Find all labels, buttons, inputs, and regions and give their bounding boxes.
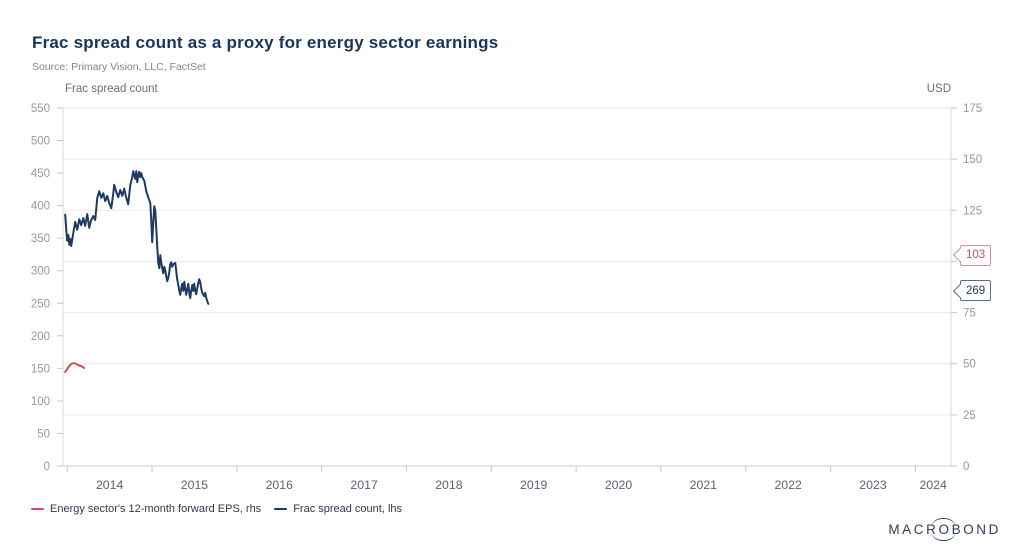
x-axis-tick-label: 2022 — [774, 478, 802, 492]
right-axis-tick-label: 125 — [963, 205, 982, 217]
right-axis-tick-label: 75 — [963, 308, 976, 320]
legend-label: Energy sector's 12-month forward EPS, rh… — [50, 503, 262, 515]
chart-source: Source: Primary Vision, LLC, FactSet — [32, 61, 206, 73]
right-axis-tick-label: 175 — [963, 103, 982, 115]
left-axis-tick-label: 450 — [31, 168, 50, 180]
legend-label: Frac spread count, lhs — [293, 503, 403, 515]
x-axis-tick-label: 2024 — [920, 478, 948, 492]
x-axis-tick-label: 2021 — [690, 478, 718, 492]
left-axis-tick-label: 200 — [31, 331, 50, 343]
legend: Energy sector's 12-month forward EPS, rh… — [31, 503, 415, 515]
chart-title: Frac spread count as a proxy for energy … — [32, 33, 499, 52]
x-axis-tick-label: 2020 — [605, 478, 633, 492]
left-axis-tick-label: 100 — [31, 396, 50, 408]
legend-item-eps: Energy sector's 12-month forward EPS, rh… — [31, 503, 261, 515]
latest-value-callout-eps: 103 — [953, 244, 992, 266]
left-axis-tick-label: 550 — [31, 103, 50, 115]
right-axis-tick-label: 150 — [963, 154, 982, 166]
logo-o-icon: O — [931, 517, 956, 541]
line-swatch-icon — [31, 507, 44, 511]
x-axis-tick-label: 2016 — [266, 478, 294, 492]
right-axis-tick-label: 25 — [963, 410, 976, 422]
left-axis-tick-label: 400 — [31, 201, 50, 213]
left-axis-tick-label: 50 — [37, 428, 50, 440]
left-axis-tick-label: 350 — [31, 233, 50, 245]
eps-line — [64, 362, 86, 374]
left-axis-tick-label: 250 — [31, 298, 50, 310]
left-axis-tick-label: 150 — [31, 363, 50, 375]
legend-item-frac-spread: Frac spread count, lhs — [274, 503, 402, 515]
left-axis-title: Frac spread count — [65, 83, 158, 95]
x-axis-tick-label: 2018 — [435, 478, 463, 492]
x-axis-tick-label: 2019 — [520, 478, 548, 492]
latest-value-callout-frac-spread: 269 — [953, 280, 992, 302]
x-axis-tick-label: 2017 — [350, 478, 378, 492]
right-axis-tick-label: 0 — [963, 461, 969, 473]
left-axis-tick-label: 500 — [31, 136, 50, 148]
right-axis-tick-label: 50 — [963, 359, 976, 371]
x-axis-tick-label: 2023 — [859, 478, 887, 492]
x-axis-tick-label: 2015 — [181, 478, 209, 492]
line-swatch-icon — [274, 507, 288, 511]
left-axis-tick-label: 300 — [31, 266, 50, 278]
callout-value: 103 — [966, 249, 986, 262]
x-axis-tick-label: 2014 — [96, 478, 124, 492]
logo-text: MACR — [888, 522, 939, 537]
left-axis-tick-label: 0 — [44, 461, 50, 473]
callout-value: 269 — [966, 284, 986, 297]
frac-spread-line — [64, 170, 210, 305]
macrobond-logo: MACROBOND — [888, 517, 1001, 541]
right-axis-title: USD — [926, 83, 951, 95]
logo-text: BOND — [951, 522, 1001, 537]
